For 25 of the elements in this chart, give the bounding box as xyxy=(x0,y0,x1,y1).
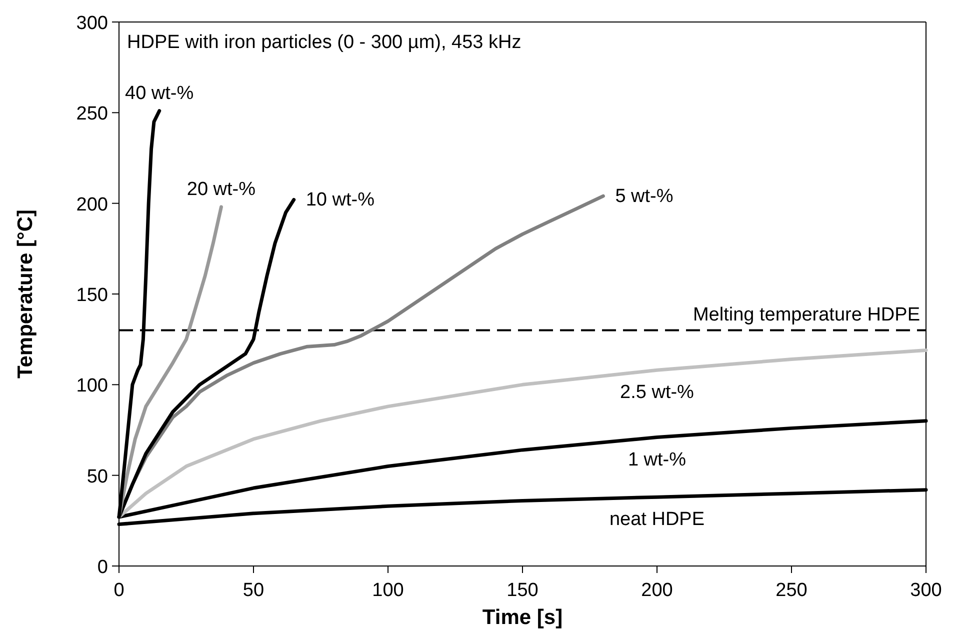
y-tick-label: 150 xyxy=(76,285,108,306)
y-tick-label: 50 xyxy=(86,466,108,488)
series-label: neat HDPE xyxy=(609,509,705,530)
x-tick-label: 100 xyxy=(372,580,404,601)
y-tick-label: 100 xyxy=(76,376,108,397)
ref-line-label: Melting temperature HDPE xyxy=(692,304,920,326)
y-tick-label: 300 xyxy=(76,13,108,34)
x-tick-label: 150 xyxy=(506,580,538,601)
x-axis-title: Time [s] xyxy=(482,606,563,629)
series-label: 2.5 wt-% xyxy=(620,382,694,404)
series-label: 10 wt-% xyxy=(306,190,375,211)
x-tick-label: 200 xyxy=(641,580,673,601)
x-tick-label: 250 xyxy=(776,580,808,601)
annotation: HDPE with iron particles (0 - 300 µm), 453 kHz xyxy=(127,32,522,53)
y-tick-label: 0 xyxy=(97,557,108,578)
x-tick-label: 50 xyxy=(242,580,264,601)
y-tick-label: 250 xyxy=(76,104,108,125)
x-tick-label: 300 xyxy=(910,580,942,601)
y-tick-label: 200 xyxy=(76,194,108,216)
series-label: 20 wt-% xyxy=(186,178,256,200)
series-label: 1 wt-% xyxy=(628,449,686,470)
x-tick-label: 0 xyxy=(114,580,124,601)
series-label: 5 wt-% xyxy=(615,186,674,208)
series-label: 40 wt-% xyxy=(125,82,194,104)
y-axis-title: Temperature [°C] xyxy=(14,209,37,379)
